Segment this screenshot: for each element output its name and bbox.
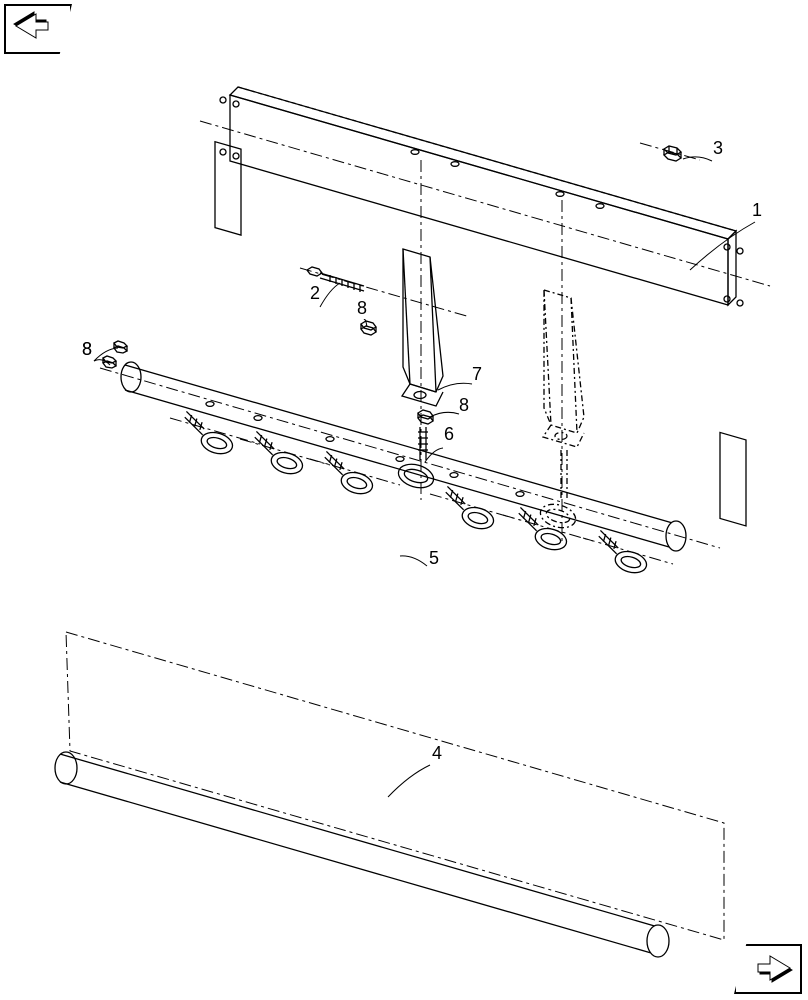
callout-8: 8 (82, 339, 92, 360)
callout-2: 2 (310, 283, 320, 304)
tube-eyebolt-1 (178, 411, 239, 457)
part-4-tube (55, 752, 669, 957)
part-8-nut-a (361, 321, 376, 335)
callout-3: 3 (713, 138, 723, 159)
callout-1: 1 (752, 200, 762, 221)
part-7-hanger (402, 249, 443, 406)
part-8-nut-c2 (114, 341, 127, 353)
callout-7: 7 (472, 364, 482, 385)
callout-8: 8 (357, 298, 367, 319)
part-8-nut-c1 (103, 356, 116, 368)
callout-5: 5 (429, 548, 439, 569)
callout-8: 8 (459, 395, 469, 416)
callout-6: 6 (444, 424, 454, 445)
callout-4: 4 (432, 743, 442, 764)
exploded-diagram (0, 0, 808, 1000)
part-7-hanger-phantom (543, 290, 584, 447)
